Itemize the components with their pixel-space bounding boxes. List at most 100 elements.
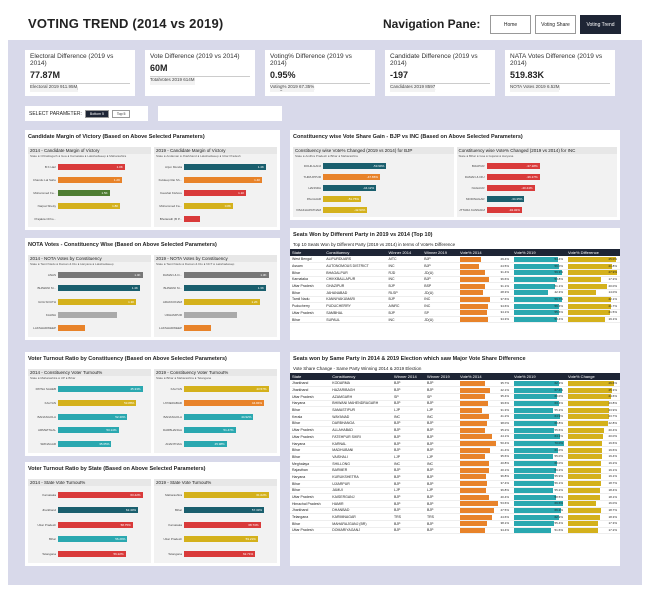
bar[interactable]: 63.42% — [58, 492, 143, 499]
parameter-bottom5-button[interactable]: Bottom 5 — [84, 109, 109, 118]
table-row[interactable]: Jharkhand HAZARIBAGH BJP BJP 42.1% 67.4% 25.3% — [290, 386, 620, 394]
table-row[interactable]: Haryana KURUKSHETRA BJP BJP 36.8% 55.9% 19.1% — [290, 473, 620, 481]
nav-voting-trend-button[interactable]: Voting Trend — [580, 15, 621, 34]
column-header[interactable]: Winner 2019 — [424, 373, 458, 380]
table-row[interactable]: Assam AUTONOMOUS DISTRICT INC BJP 24.5% 56.0%… — [290, 262, 620, 270]
bar[interactable]: -40.44% — [486, 184, 535, 191]
table-row[interactable]: Jharkhand DHANBAD BJP BJP 47.5% 66.2% 18.7% — [290, 507, 620, 515]
bar[interactable]: 51.47% — [184, 427, 236, 434]
table-row[interactable]: Haryana BHIWANI MAHENDRAGARH BJP BJP 39.6% 63… — [290, 400, 620, 408]
table-row[interactable]: Uttar Pradesh ALLAHABAD BJP BJP 35.2% 55.6% 20… — [290, 426, 620, 434]
bar[interactable]: 62.71% — [184, 550, 256, 557]
bar[interactable]: 1.1K — [184, 189, 247, 196]
table-row[interactable]: Himachal Pradesh HAMIR BJP BJP 53.6% 69.6% 16.… — [290, 500, 620, 508]
table-row[interactable]: Tamil Nadu KANNIYAKUMARI BJP INC 37.6% 59.7% 2… — [290, 296, 620, 304]
table-row[interactable]: Uttar Pradesh FATEHPUR SIKRI BJP BJP 44.1% 64… — [290, 433, 620, 441]
bar[interactable]: 0.8K — [184, 202, 233, 209]
column-header[interactable]: Constituency — [324, 249, 387, 256]
bar[interactable]: 53.14% — [58, 427, 119, 434]
column-header[interactable]: Vote% Change — [566, 373, 620, 380]
bar[interactable]: 1.4K — [184, 163, 266, 170]
bar[interactable]: -36.17% — [486, 173, 540, 180]
bar[interactable]: 1.3K — [184, 285, 266, 292]
bar[interactable]: 1.5K — [58, 189, 110, 196]
bar[interactable]: 1.2K — [58, 176, 123, 183]
bar[interactable]: -51.75% — [323, 195, 361, 202]
bar[interactable]: 1.4K — [58, 285, 140, 292]
bar[interactable]: 1.4K — [58, 271, 143, 278]
bar[interactable]: 35.65% — [58, 441, 112, 448]
nav-voting-share-button[interactable]: Voting Share — [535, 15, 576, 34]
bar[interactable] — [184, 215, 201, 222]
table-row[interactable]: Bihar JAHANABAD RLSP JD(U) 28.3% 42.3% 14.0% — [290, 289, 620, 297]
bar[interactable]: 1.2K — [184, 298, 260, 305]
bar[interactable] — [184, 311, 238, 318]
column-header[interactable]: State — [290, 249, 325, 256]
table-row[interactable]: Rajasthan BARMER BJP BJP 40.1% 59.2% 19.1% — [290, 466, 620, 475]
table-row[interactable]: Bihar SAMASTIPUR LJP LJP 31.3% 55.2% 23.9% — [290, 406, 620, 414]
table-row[interactable]: Kerala WAYANAD INC INC 41.2% 64.9% 23.7% — [290, 413, 620, 421]
column-header[interactable]: Winner 2014 — [392, 373, 425, 380]
column-header[interactable]: State — [290, 373, 331, 380]
bar[interactable]: 1.0K — [58, 163, 125, 170]
table-row[interactable]: Bihar SUPAUL INC JD(U) 34.3% 53.4% 19.1% — [290, 316, 620, 324]
nav-home-button[interactable]: Home — [490, 15, 531, 34]
column-header[interactable]: Constituency — [330, 373, 393, 380]
bar[interactable]: 43.57% — [184, 385, 269, 392]
table-row[interactable]: Uttar Pradesh SAMBHAL BJP SP 34.1% 55.6% 21.5% — [290, 309, 620, 317]
bar[interactable]: 1.3K — [184, 271, 269, 278]
column-header[interactable]: Vote% 2019 — [512, 373, 566, 380]
table-row[interactable]: Uttar Pradesh GHAZIPUR BJP BSP 31.1% 51.1% 20.… — [290, 282, 620, 290]
table-row[interactable]: Bihar JAMUI LJP LJP 36.8% 55.2% 18.4% — [290, 487, 620, 495]
parameter-top5-button[interactable]: Top 5 — [111, 109, 131, 118]
bar[interactable]: 68.73% — [184, 521, 261, 528]
bar[interactable] — [58, 311, 117, 318]
table-row[interactable]: Uttar Pradesh DOMARIYAGANJ BJP BJP 34.4% 51.6… — [290, 527, 620, 535]
bar[interactable]: 52.40% — [58, 413, 128, 420]
bar[interactable]: -34.35% — [486, 195, 525, 202]
bar[interactable] — [184, 325, 211, 332]
table-row[interactable]: Bihar DARBHANGA BJP BJP 38.0% 60.8% 22.8% — [290, 420, 620, 428]
table-row[interactable]: West Bengal ALIPURDUARS AITC BJP 29.4% 54.4% 2… — [290, 256, 620, 264]
table-row[interactable]: Karnataka CHIKKBALLAPUR INC BJP 36.6% 53.8% 17… — [290, 276, 620, 284]
bar[interactable]: 56.22% — [58, 550, 126, 557]
bar[interactable]: -44.12% — [323, 184, 377, 191]
table-row[interactable]: Bihar UJIARPUR BJP BJP 37.4% 56.1% 18.7% — [290, 480, 620, 488]
column-header[interactable]: Vote% Difference — [566, 249, 620, 256]
table-row[interactable]: Telangana KARIMNAGAR TRS TRS 44.6% 62.9% 18.3% — [290, 513, 620, 521]
bar[interactable]: 58.75% — [58, 521, 133, 528]
bar[interactable]: 57.33% — [184, 506, 265, 513]
bar[interactable]: -37.18% — [486, 162, 540, 169]
table-row[interactable]: Puducherry PUDUCHERRY AINRC INC 34.6% 56.3% 21… — [290, 302, 620, 310]
table-row[interactable]: Haryana KARNAL BJP BJP 50.4% 70.0% 19.6% — [290, 440, 620, 448]
bar[interactable]: 1.4K — [184, 176, 263, 183]
bar[interactable]: 1.3K — [58, 298, 137, 305]
bar[interactable]: 45.33% — [58, 385, 143, 392]
bar[interactable]: 62.40% — [58, 506, 139, 513]
table-row[interactable]: Jharkhand KODARMA BJP BJP 35.7% 62.3% 26.6% — [290, 380, 620, 388]
bar[interactable]: 44.92% — [184, 413, 254, 420]
column-header[interactable]: Winner 2014 — [386, 249, 423, 256]
bar[interactable]: 56.29% — [58, 536, 128, 543]
column-header[interactable]: Vote% 2019 — [512, 249, 566, 256]
bar[interactable]: 44.84% — [184, 399, 265, 406]
bar[interactable] — [58, 325, 85, 332]
bar[interactable]: 59.21% — [184, 536, 258, 543]
bar[interactable]: 1.8K — [58, 202, 121, 209]
bar[interactable]: -34.32% — [486, 206, 522, 213]
table-row[interactable]: Uttar Pradesh AZAMGARH SP SP 35.4% 60.0% 24.6% — [290, 393, 620, 401]
table-row[interactable]: Bihar VAISHALI LJP LJP 35.6% 55.0% 19.4% — [290, 453, 620, 461]
bar[interactable]: -53.99% — [323, 162, 387, 169]
table-row[interactable]: Uttar Pradesh KAISERGANJ BJP BJP 40.4% 58.5% 1… — [290, 493, 620, 501]
table-row[interactable]: Meghalaya SHILLONG INC INC 40.8% 60.0% 19.2% — [290, 460, 620, 468]
bar[interactable]: 61.02% — [184, 492, 269, 499]
table-row[interactable]: Bihar MADHUBANI BJP BJP 41.4% 61.0% 19.6% — [290, 446, 620, 455]
table-row[interactable]: Bihar MAHARAJGANJ (BR) BJP BJP 38.1% 55.4% 17.… — [290, 520, 620, 528]
bar[interactable]: -42.94% — [323, 206, 368, 213]
column-header[interactable]: Vote% 2014 — [458, 249, 512, 256]
table-row[interactable]: Bihar BHAGALPUR RJD JD(U) 31.4% 59.3% 27.9% — [290, 269, 620, 277]
bar[interactable]: -47.65% — [323, 173, 380, 180]
bar[interactable]: 45.98% — [184, 441, 227, 448]
column-header[interactable]: Winner 2019 — [422, 249, 458, 256]
column-header[interactable]: Vote% 2014 — [458, 373, 512, 380]
